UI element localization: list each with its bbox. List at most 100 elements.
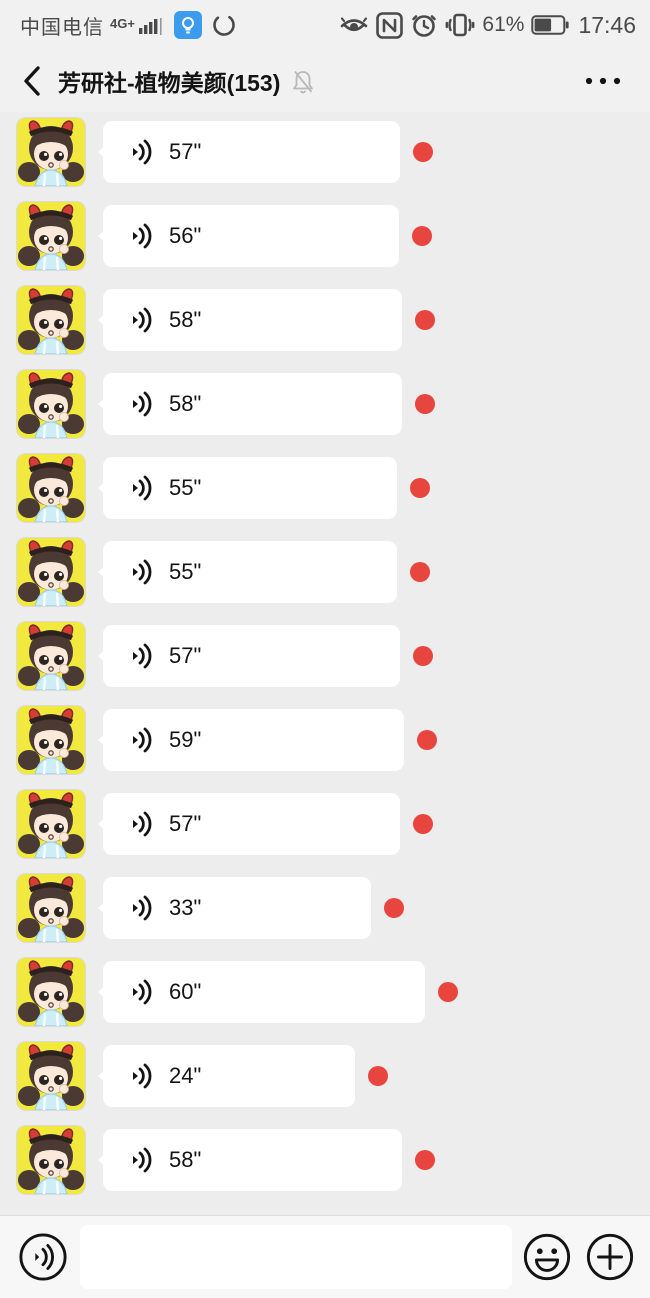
voice-bubble[interactable]: 57" <box>98 121 400 183</box>
message-input[interactable] <box>80 1225 512 1289</box>
voice-duration-label: 58" <box>169 307 202 332</box>
voice-duration-label: 57" <box>169 811 202 836</box>
avatar-devil-girl-illustration <box>17 454 85 522</box>
voice-mode-icon <box>19 1233 67 1281</box>
voice-wave-icon <box>133 475 152 501</box>
message-row: 57" <box>17 118 650 186</box>
avatar-devil-girl-illustration <box>17 286 85 354</box>
voice-duration-label: 58" <box>169 391 202 416</box>
voice-bubble[interactable]: 56" <box>98 205 399 267</box>
message-row: 57" <box>17 790 650 858</box>
sender-avatar[interactable] <box>17 454 85 522</box>
message-row: 58" <box>17 286 650 354</box>
voice-wave-icon <box>133 811 152 837</box>
voice-wave-icon <box>133 1147 152 1173</box>
voice-duration-label: 24" <box>169 1063 202 1088</box>
voice-duration-label: 57" <box>169 643 202 668</box>
unread-indicator-dot[interactable] <box>412 226 432 246</box>
voice-bubble[interactable]: 57" <box>98 625 400 687</box>
avatar-devil-girl-illustration <box>17 790 85 858</box>
voice-duration-label: 33" <box>169 895 202 920</box>
network-type-label: 4G+ <box>110 16 135 31</box>
sender-avatar[interactable] <box>17 202 85 270</box>
unread-indicator-dot[interactable] <box>413 814 433 834</box>
unread-indicator-dot[interactable] <box>417 730 437 750</box>
voice-bubble[interactable]: 58" <box>98 373 402 435</box>
unread-indicator-dot[interactable] <box>415 310 435 330</box>
message-row: 55" <box>17 454 650 522</box>
more-functions-button[interactable] <box>585 1232 635 1282</box>
voice-duration-label: 55" <box>169 475 202 500</box>
sender-avatar[interactable] <box>17 118 85 186</box>
unread-indicator-dot[interactable] <box>410 478 430 498</box>
voice-bubble[interactable]: 55" <box>98 457 397 519</box>
sender-avatar[interactable] <box>17 286 85 354</box>
sender-avatar[interactable] <box>17 1126 85 1194</box>
unread-indicator-dot[interactable] <box>413 646 433 666</box>
carrier-label: 中国电信 <box>20 16 104 39</box>
voice-duration-label: 59" <box>169 727 202 752</box>
voice-mode-button[interactable] <box>18 1232 68 1282</box>
battery-percent-label: 61% <box>482 13 525 36</box>
alarm-icon <box>412 15 437 37</box>
sync-icon <box>213 14 235 36</box>
message-row: 57" <box>17 622 650 690</box>
voice-bubble[interactable]: 33" <box>98 877 371 939</box>
voice-wave-icon <box>133 223 152 249</box>
voice-bubble[interactable]: 58" <box>98 289 402 351</box>
voice-bubble[interactable]: 57" <box>98 793 400 855</box>
voice-bubble[interactable]: 59" <box>98 709 404 771</box>
sender-avatar[interactable] <box>17 790 85 858</box>
sender-avatar[interactable] <box>17 622 85 690</box>
battery-icon <box>531 15 570 35</box>
voice-wave-icon <box>133 895 152 921</box>
sender-avatar[interactable] <box>17 874 85 942</box>
more-menu-button[interactable] <box>578 70 628 92</box>
unread-indicator-dot[interactable] <box>438 982 458 1002</box>
voice-bubble[interactable]: 24" <box>98 1045 355 1107</box>
more-dots-icon <box>585 77 621 85</box>
message-row: 24" <box>17 1042 650 1110</box>
voice-duration-label: 55" <box>169 559 202 584</box>
sender-avatar[interactable] <box>17 706 85 774</box>
vibrate-icon <box>446 13 475 37</box>
status-right: 61% 17:46 <box>339 11 636 39</box>
unread-indicator-dot[interactable] <box>384 898 404 918</box>
avatar-devil-girl-illustration <box>17 874 85 942</box>
voice-wave-icon <box>133 559 152 585</box>
voice-wave-icon <box>133 391 152 417</box>
unread-indicator-dot[interactable] <box>410 562 430 582</box>
back-icon[interactable] <box>22 65 42 97</box>
voice-duration-label: 57" <box>169 139 202 164</box>
voice-wave-icon <box>133 1063 152 1089</box>
unread-indicator-dot[interactable] <box>415 1150 435 1170</box>
avatar-devil-girl-illustration <box>17 370 85 438</box>
message-row: 58" <box>17 370 650 438</box>
clock-label: 17:46 <box>578 11 636 38</box>
avatar-devil-girl-illustration <box>17 538 85 606</box>
unread-indicator-dot[interactable] <box>413 142 433 162</box>
avatar-devil-girl-illustration <box>17 202 85 270</box>
sender-avatar[interactable] <box>17 370 85 438</box>
avatar-devil-girl-illustration <box>17 622 85 690</box>
sender-avatar[interactable] <box>17 1042 85 1110</box>
nfc-icon <box>376 11 404 39</box>
voice-bubble[interactable]: 55" <box>98 541 397 603</box>
message-row: 33" <box>17 874 650 942</box>
avatar-devil-girl-illustration <box>17 706 85 774</box>
voice-bubble[interactable]: 58" <box>98 1129 402 1191</box>
voice-bubble[interactable]: 60" <box>98 961 425 1023</box>
battery-fill <box>535 18 552 32</box>
unread-indicator-dot[interactable] <box>415 394 435 414</box>
unread-indicator-dot[interactable] <box>368 1066 388 1086</box>
chat-input-bar <box>0 1215 650 1298</box>
message-list: 57" <box>0 112 650 1215</box>
eye-protection-icon <box>341 17 368 32</box>
emoji-button[interactable] <box>522 1232 572 1282</box>
message-row: 59" <box>17 706 650 774</box>
message-row: 55" <box>17 538 650 606</box>
sender-avatar[interactable] <box>17 538 85 606</box>
avatar-devil-girl-illustration <box>17 1126 85 1194</box>
sender-avatar[interactable] <box>17 958 85 1026</box>
emoji-smiley-icon <box>523 1233 571 1281</box>
